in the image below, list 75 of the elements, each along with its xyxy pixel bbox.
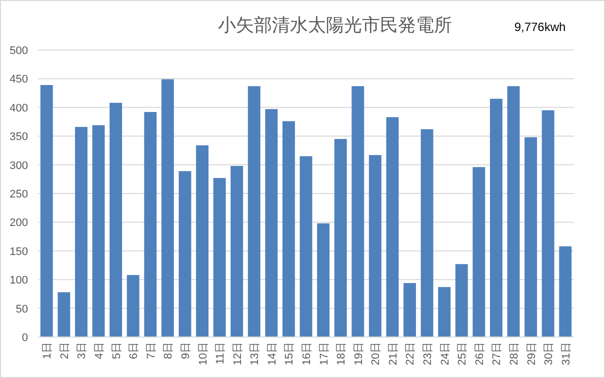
bar (420, 129, 434, 337)
x-tick-label: 19日 (352, 342, 365, 366)
y-tick-label: 300 (10, 160, 28, 172)
x-tick-label: 22日 (404, 342, 417, 366)
bar (368, 155, 382, 337)
x-tick-label: 26日 (474, 342, 486, 366)
x-tick-label: 16日 (301, 342, 313, 366)
bar (438, 287, 451, 337)
bar (559, 246, 572, 337)
x-tick-label: 27日 (491, 342, 504, 366)
bar (213, 178, 226, 337)
y-tick-label: 450 (10, 74, 28, 86)
y-tick-label: 400 (10, 102, 28, 114)
text: 9,776kwh (514, 20, 566, 34)
x-tick-label: 15日 (284, 342, 296, 366)
x-tick-label: 17日 (318, 342, 330, 366)
bar (126, 275, 140, 337)
x-tick-label: 23日 (422, 342, 434, 366)
bar (455, 264, 468, 337)
x-tick-label: 14日 (266, 342, 278, 366)
x-tick-label: 20日 (370, 342, 382, 366)
bar (300, 156, 312, 337)
bar (386, 117, 399, 337)
x-tick-label: 4日 (94, 342, 106, 360)
bar (196, 145, 208, 337)
bar (490, 98, 502, 337)
x-tick-label: 3日 (76, 342, 88, 360)
bar (265, 109, 278, 337)
y-tick-label: 100 (10, 274, 28, 287)
bar (282, 121, 295, 337)
bar (248, 86, 260, 337)
bar (75, 126, 88, 337)
x-tick-label: 12日 (232, 342, 244, 366)
bar (92, 125, 105, 337)
x-tick-label: 25日 (456, 342, 469, 366)
y-tick-label: 50 (16, 303, 28, 316)
x-tick-label: 2日 (58, 342, 71, 360)
x-tick-label: 1日 (42, 342, 54, 360)
bar (472, 167, 486, 337)
x-tick-label: 18日 (336, 342, 348, 366)
y-tick-label: 0 (22, 332, 28, 344)
y-tick-label: 200 (10, 217, 28, 230)
bar (58, 292, 70, 337)
x-tick-label: 8日 (162, 342, 175, 360)
chart-title: 小矢部清水太陽光市民発電所 (218, 15, 452, 35)
x-tick-label: 28日 (508, 342, 520, 366)
x-tick-label: 7日 (145, 342, 158, 360)
bar (542, 110, 554, 337)
x-tick-label: 30日 (543, 342, 556, 366)
x-tick-label: 9日 (180, 342, 192, 360)
y-tick-label: 150 (10, 246, 28, 258)
bar (524, 137, 537, 337)
y-tick-label: 500 (10, 45, 28, 57)
x-tick-label: 29日 (526, 342, 538, 366)
x-tick-label: 13日 (249, 342, 262, 366)
x-tick-label: 6日 (128, 342, 140, 360)
bar (144, 112, 157, 337)
bar (317, 223, 330, 337)
x-tick-label: 31日 (560, 342, 572, 366)
y-tick-label: 250 (10, 188, 28, 200)
x-tick-label: 10日 (197, 342, 210, 366)
bar (404, 283, 416, 337)
bar (507, 86, 520, 337)
bar (352, 86, 364, 337)
x-tick-label: 11日 (214, 342, 227, 364)
x-tick-label: 5日 (110, 342, 123, 360)
x-tick-label: 24日 (439, 342, 452, 366)
y-tick-label: 350 (10, 131, 28, 144)
bar (334, 138, 347, 337)
bar (178, 171, 192, 337)
bar (161, 79, 174, 337)
bar (110, 102, 122, 337)
bar (40, 85, 53, 337)
x-tick-label: 21日 (387, 342, 400, 366)
bar (230, 166, 244, 337)
